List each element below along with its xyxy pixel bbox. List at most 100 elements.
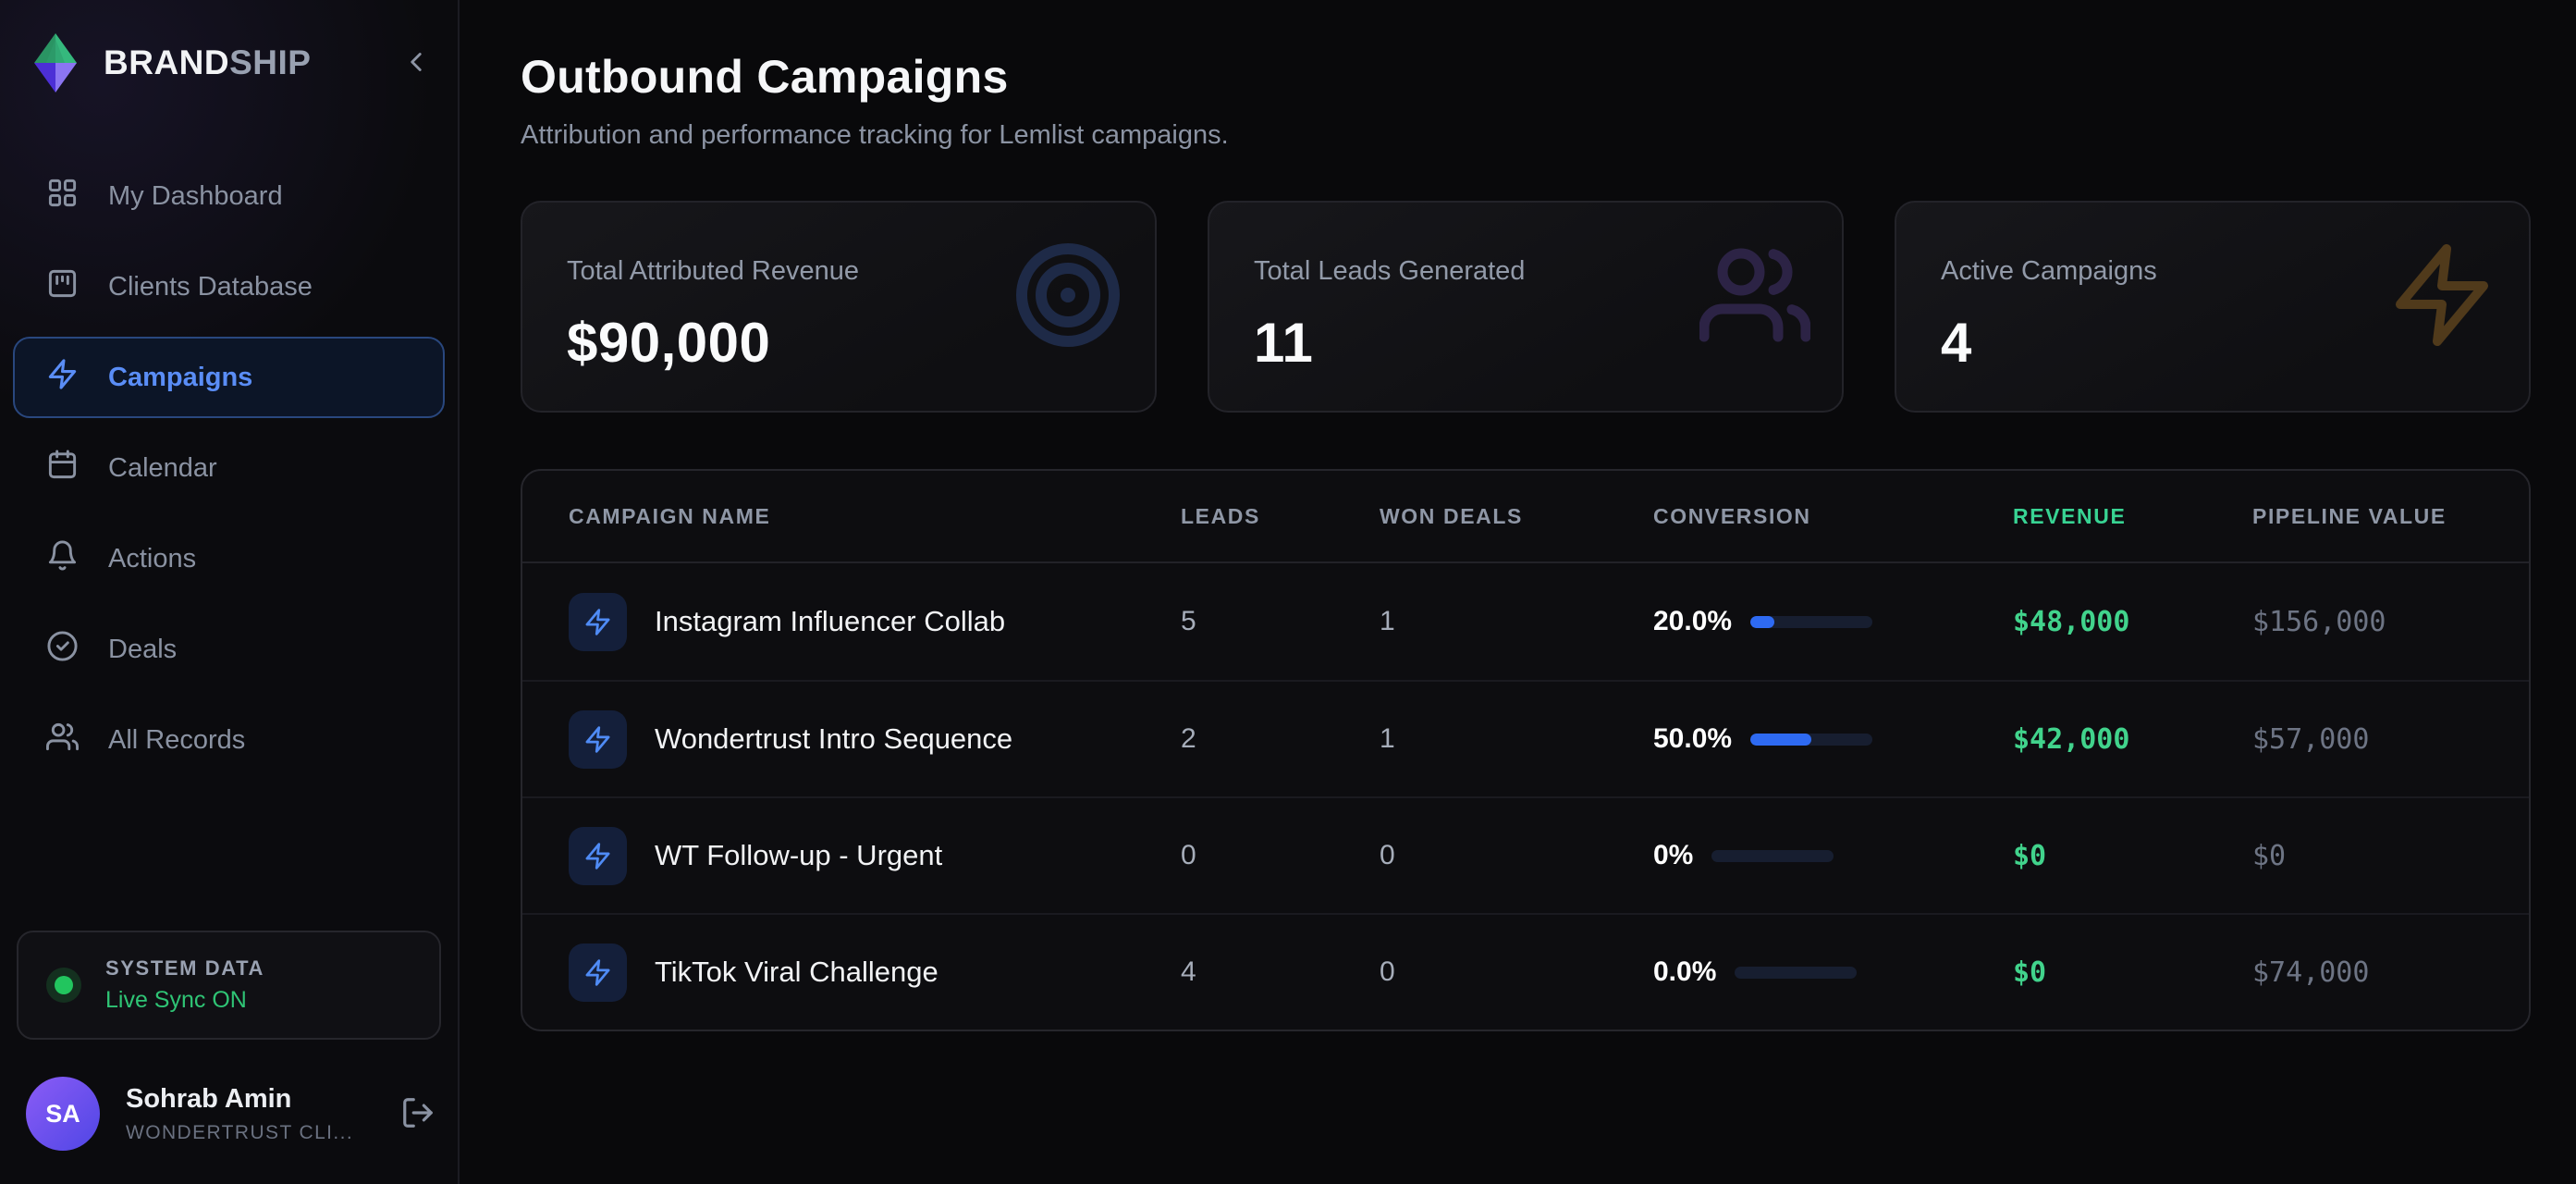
campaigns-table: CAMPAIGN NAME LEADS WON DEALS CONVERSION… xyxy=(521,469,2531,1031)
bolt-icon xyxy=(569,826,627,885)
main-content: Outbound Campaigns Attribution and perfo… xyxy=(460,0,2576,1184)
column-header-leads: LEADS xyxy=(1181,503,1260,528)
column-header-campaign-name: CAMPAIGN NAME xyxy=(569,503,771,528)
logout-icon xyxy=(400,1097,435,1133)
brandship-gem-logo-icon xyxy=(28,31,83,94)
won-deals-value: 1 xyxy=(1380,606,1395,636)
sidebar-nav: My Dashboard Clients Database Campaigns … xyxy=(13,155,445,781)
logout-button[interactable] xyxy=(400,1095,435,1133)
sidebar-item-label: Deals xyxy=(108,634,178,664)
sidebar-item-deals[interactable]: Deals xyxy=(13,609,445,690)
chevron-left-icon xyxy=(400,46,432,80)
pipeline-value: $156,000 xyxy=(2252,605,2386,638)
sidebar-item-label: Campaigns xyxy=(108,362,253,392)
stat-label: Total Leads Generated xyxy=(1254,256,1526,286)
stat-card-active-campaigns: Active Campaigns 4 xyxy=(1895,201,2531,413)
conversion-progress-bar xyxy=(1711,849,1834,862)
campaign-name: Wondertrust Intro Sequence xyxy=(655,722,1013,755)
sidebar: BRANDSHIP My Dashboard Clients Database xyxy=(0,0,460,1184)
check-circle-icon xyxy=(46,630,79,670)
sidebar-item-label: Actions xyxy=(108,543,197,574)
sidebar-item-campaigns[interactable]: Campaigns xyxy=(13,337,445,418)
stat-label: Active Campaigns xyxy=(1941,256,2157,286)
column-header-conversion: CONVERSION xyxy=(1653,503,1811,528)
calendar-icon xyxy=(46,449,79,488)
logo-row: BRANDSHIP xyxy=(13,31,445,94)
campaign-name: WT Follow-up - Urgent xyxy=(655,839,943,871)
live-sync-status-dot xyxy=(46,968,81,1003)
revenue-value: $42,000 xyxy=(2013,722,2130,756)
leads-value: 5 xyxy=(1181,606,1196,636)
stat-card-total-leads-generated: Total Leads Generated 11 xyxy=(1208,201,1844,413)
sidebar-item-label: Clients Database xyxy=(108,271,313,302)
bolt-icon xyxy=(569,592,627,651)
won-deals-value: 0 xyxy=(1380,956,1395,987)
table-row[interactable]: Wondertrust Intro Sequence 2 1 50.0% $42… xyxy=(522,680,2529,796)
revenue-value: $48,000 xyxy=(2013,605,2130,638)
conversion-value: 0% xyxy=(1653,840,1694,870)
column-header-won-deals: WON DEALS xyxy=(1380,503,1523,528)
sidebar-item-my-dashboard[interactable]: My Dashboard xyxy=(13,155,445,237)
live-sync-status-text: Live Sync ON xyxy=(105,987,247,1013)
conversion-value: 0.0% xyxy=(1653,956,1717,987)
column-header-revenue: REVENUE xyxy=(2013,503,2127,528)
user-profile[interactable]: SA Sohrab Amin WONDERTRUST CLI... xyxy=(13,1077,445,1156)
dashboard-grid-icon xyxy=(46,177,79,216)
system-data-title: SYSTEM DATA xyxy=(105,956,265,980)
target-icon xyxy=(1012,240,1123,351)
stat-cards: Total Attributed Revenue $90,000 Total L… xyxy=(521,201,2531,413)
avatar: SA xyxy=(26,1077,100,1151)
stat-value: $90,000 xyxy=(567,312,771,374)
conversion-value: 50.0% xyxy=(1653,723,1733,754)
page-title: Outbound Campaigns xyxy=(521,51,1009,103)
leads-value: 2 xyxy=(1181,723,1196,754)
bolt-icon xyxy=(569,709,627,769)
bolt-icon xyxy=(569,943,627,1002)
pipeline-value: $57,000 xyxy=(2252,722,2370,756)
sidebar-item-label: All Records xyxy=(108,724,246,755)
conversion-value: 20.0% xyxy=(1653,606,1733,636)
column-header-pipeline-value: PIPELINE VALUE xyxy=(2252,503,2447,528)
campaign-name: TikTok Viral Challenge xyxy=(655,956,938,988)
stat-card-total-attributed-revenue: Total Attributed Revenue $90,000 xyxy=(521,201,1157,413)
page-subtitle: Attribution and performance tracking for… xyxy=(521,120,1229,150)
leads-value: 4 xyxy=(1181,956,1196,987)
sidebar-item-calendar[interactable]: Calendar xyxy=(13,427,445,509)
sidebar-bottom: SYSTEM DATA Live Sync ON SA Sohrab Amin … xyxy=(13,931,445,1156)
pipeline-value: $0 xyxy=(2252,839,2287,872)
stat-value: 4 xyxy=(1941,312,1972,374)
users-icon xyxy=(46,721,79,760)
sidebar-item-all-records[interactable]: All Records xyxy=(13,699,445,781)
table-header: CAMPAIGN NAME LEADS WON DEALS CONVERSION… xyxy=(522,471,2529,563)
bell-icon xyxy=(46,539,79,579)
conversion-progress-bar xyxy=(1750,733,1873,746)
users-icon xyxy=(1699,240,1811,351)
conversion-progress-bar xyxy=(1735,966,1858,979)
bolt-icon xyxy=(46,358,79,398)
pipeline-value: $74,000 xyxy=(2252,956,2370,989)
sidebar-item-actions[interactable]: Actions xyxy=(13,518,445,599)
won-deals-value: 1 xyxy=(1380,723,1395,754)
revenue-value: $0 xyxy=(2013,956,2047,989)
stat-label: Total Attributed Revenue xyxy=(567,256,859,286)
kanban-icon xyxy=(46,267,79,307)
user-name: Sohrab Amin xyxy=(126,1083,292,1114)
leads-value: 0 xyxy=(1181,840,1196,870)
revenue-value: $0 xyxy=(2013,839,2047,872)
stat-value: 11 xyxy=(1254,312,1314,374)
sidebar-item-label: Calendar xyxy=(108,452,217,483)
sidebar-collapse-button[interactable] xyxy=(400,46,432,80)
brand-logo-text: BRANDSHIP xyxy=(104,43,312,81)
user-org: WONDERTRUST CLI... xyxy=(126,1121,354,1143)
campaign-name: Instagram Influencer Collab xyxy=(655,605,1006,637)
table-row[interactable]: Instagram Influencer Collab 5 1 20.0% $4… xyxy=(522,563,2529,680)
bolt-icon xyxy=(2386,240,2497,351)
system-data-status: SYSTEM DATA Live Sync ON xyxy=(17,931,441,1040)
table-row[interactable]: TikTok Viral Challenge 4 0 0.0% $0 $74,0… xyxy=(522,913,2529,1030)
table-row[interactable]: WT Follow-up - Urgent 0 0 0% $0 $0 xyxy=(522,796,2529,913)
sidebar-item-clients-database[interactable]: Clients Database xyxy=(13,246,445,327)
won-deals-value: 0 xyxy=(1380,840,1395,870)
conversion-progress-bar xyxy=(1750,615,1873,628)
sidebar-item-label: My Dashboard xyxy=(108,180,283,211)
